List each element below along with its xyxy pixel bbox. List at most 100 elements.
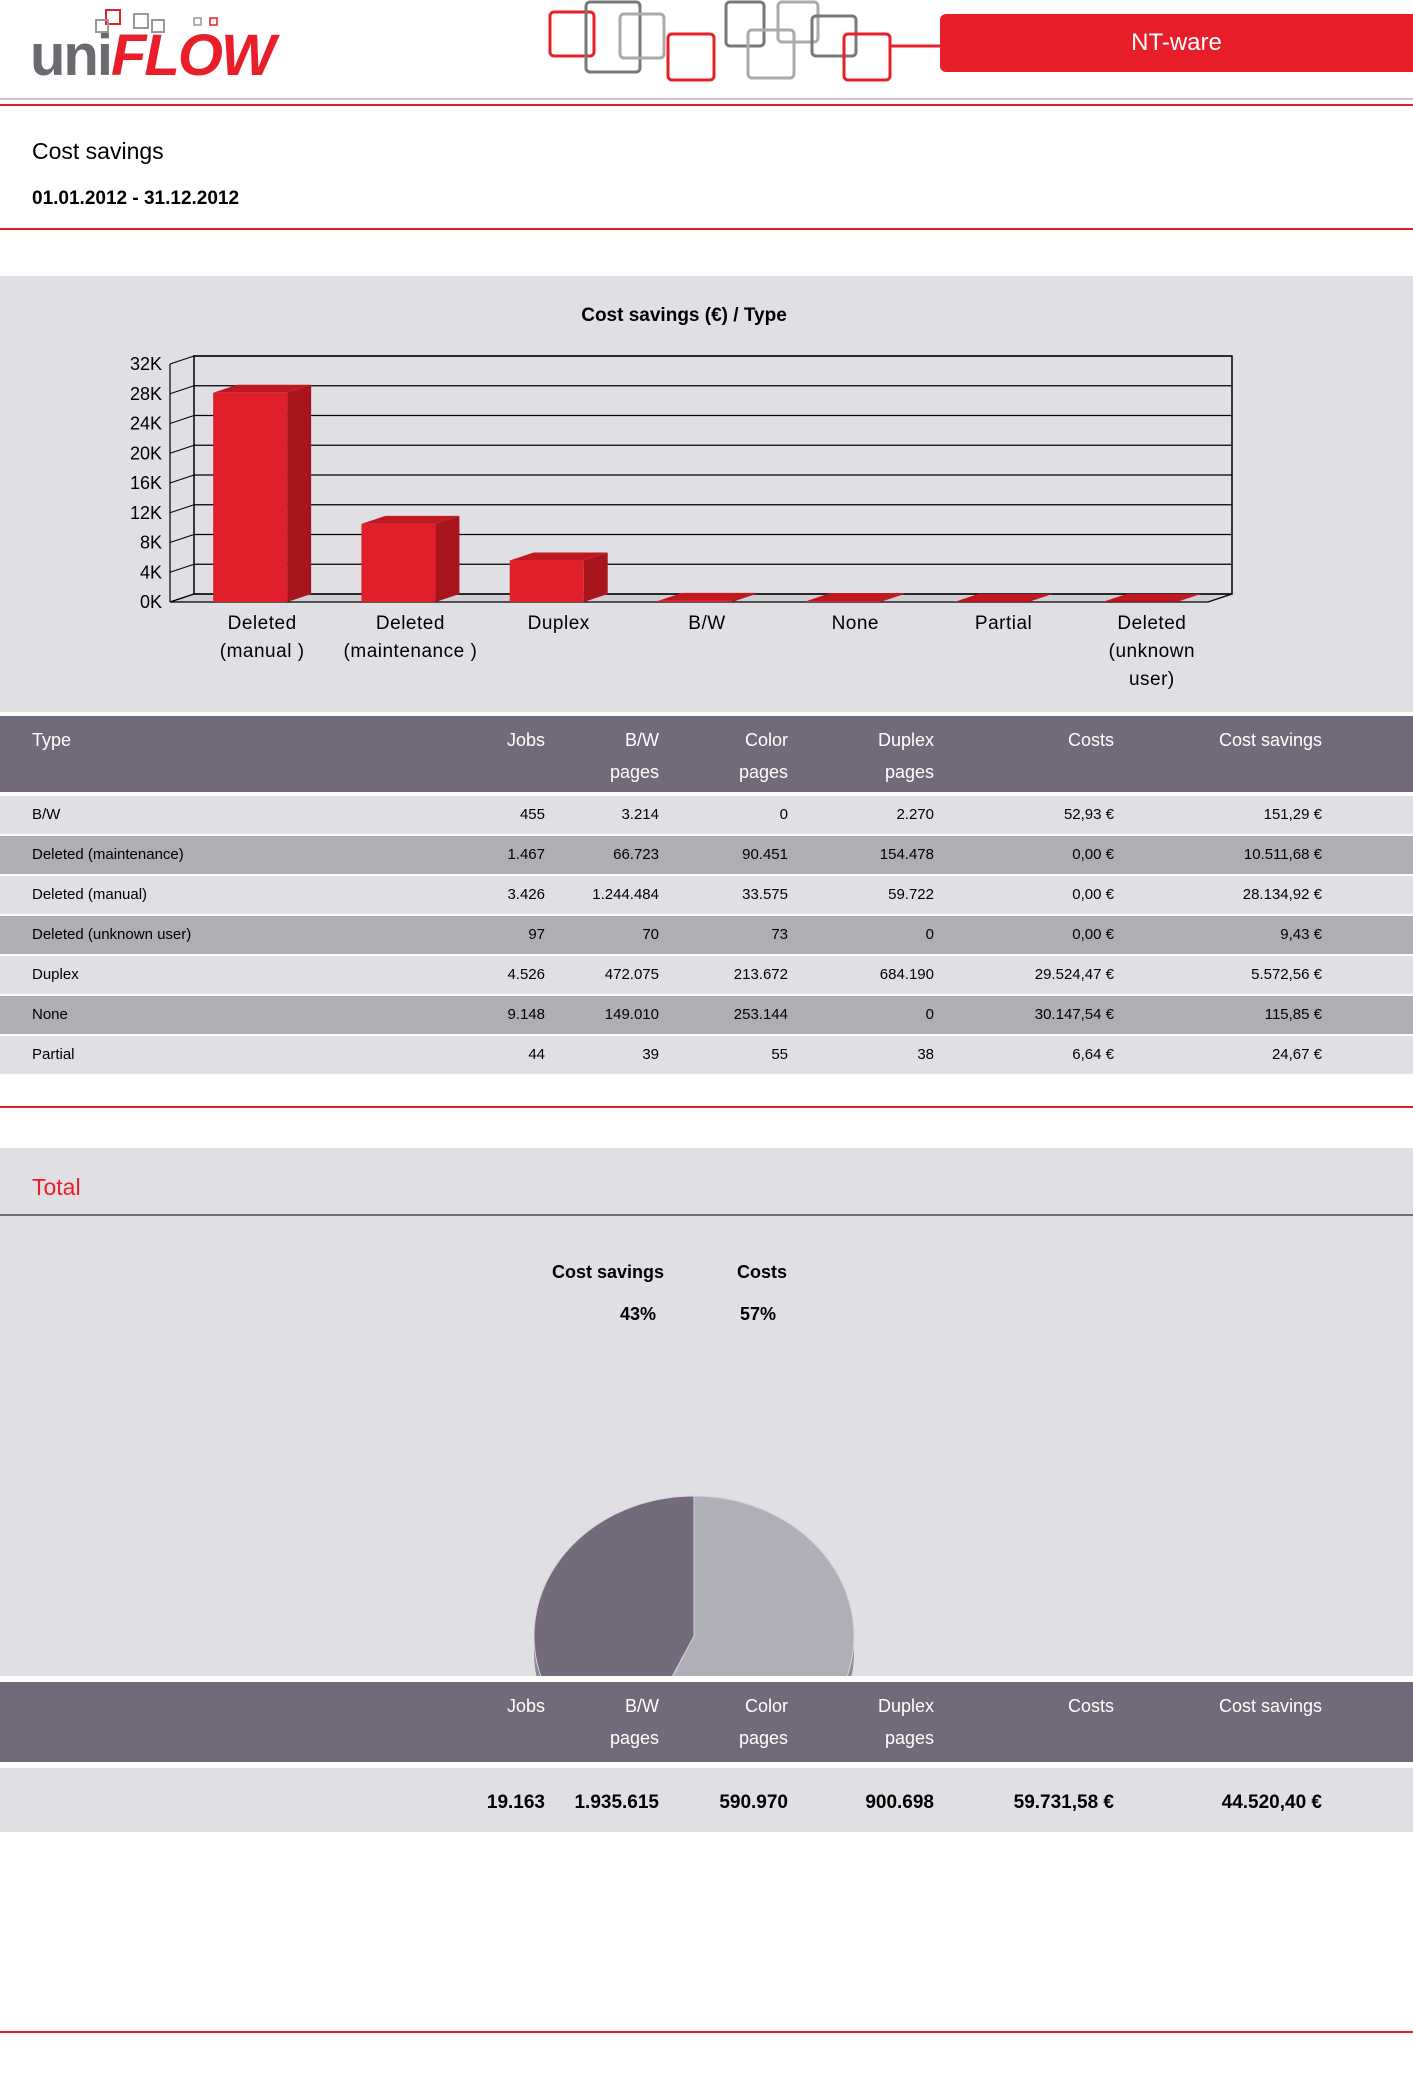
y-tick-label: 8K [140,533,162,553]
cell-type: None [32,1006,68,1023]
table-row: Deleted (unknown user) 97 70 73 0 0,00 € 9,43 … [0,916,1413,954]
bar-side [435,515,460,602]
x-tick-label: Duplex [528,613,590,634]
total-bw: 1.935.615 [574,1792,659,1813]
bar [509,552,608,602]
divider [0,1106,1413,1108]
x-tick-label: (manual ) [220,641,305,662]
pie-value-label: 43% [620,1304,656,1324]
cell-bw: 66.723 [613,846,659,863]
cell-bw: 3.214 [621,806,659,823]
cell-costs: 0,00 € [1072,846,1114,863]
total-jobs: 19.163 [486,1792,545,1813]
col-color: Color [744,730,788,750]
divider [0,1214,1413,1216]
gridline-depth [169,415,195,424]
cell-duplex: 2.270 [896,806,934,823]
col-color-sub: pages [738,762,788,782]
bar-top [658,592,756,601]
x-tick-label: user) [1129,669,1175,690]
total-savings: 44.520,40 € [1221,1792,1322,1813]
divider [0,2031,1413,2033]
pie-slice [671,1495,855,1676]
cell-color: 213.672 [733,966,788,983]
table-row: Partial 44 39 55 38 6,64 € 24,67 € [0,1036,1413,1074]
cell-bw: 70 [642,926,659,943]
col-type: Type [32,730,72,750]
cell-color: 253.144 [733,1006,788,1023]
bar-chart: Cost savings (€) / Type 0K 4K 8K 12K 16K 20K 24… [130,305,1233,690]
cell-jobs: 4.526 [507,966,545,983]
col-costs: Costs [1067,730,1114,750]
uniflow-logo: uniFLOW [30,23,276,88]
cell-color: 73 [771,926,788,943]
y-tick-label: 32K [130,354,162,374]
cell-duplex: 0 [925,1006,934,1023]
bar-side [1176,593,1201,602]
cell-jobs: 1.467 [507,846,545,863]
cell-duplex: 0 [925,926,934,943]
bar [361,515,460,602]
total-panel: Cost savings 43% Costs 57% [0,1148,1413,1676]
total-header: Jobs B/W pages Color pages Duplex pages … [0,1682,1413,1762]
cell-type: Partial [32,1046,75,1063]
gridline-depth [169,385,195,395]
gridline-depth [169,534,195,543]
bar-top [806,593,905,602]
gridline-depth [169,474,195,484]
bar-top [213,384,312,393]
table-row: B/W 455 3.214 0 2.270 52,93 € 151,29 € [0,796,1413,834]
brand-banner: NT-ware [940,14,1413,72]
header-squares-icon [548,0,940,82]
divider [0,104,1413,106]
total-col-color-sub: pages [738,1728,788,1748]
cell-jobs: 3.426 [507,886,545,903]
cell-savings: 10.511,68 € [1243,846,1322,863]
col-jobs: Jobs [506,730,545,750]
cell-bw: 149.010 [604,1006,659,1023]
divider [0,712,1413,716]
cell-costs: 30.147,54 € [1034,1006,1114,1023]
cell-savings: 28.134,92 € [1242,886,1322,903]
gridline-depth [169,504,195,514]
pie-legend-label: Costs [737,1262,787,1282]
cell-jobs: 455 [519,806,545,823]
bar-top [954,593,1053,602]
cell-duplex: 38 [917,1046,934,1063]
bar [1102,593,1201,602]
table-row: Deleted (manual) 3.426 1.244.484 33.575 59.7… [0,876,1413,914]
cell-type: Duplex [32,966,79,983]
bar-side [880,593,905,602]
cell-color: 0 [779,806,788,823]
bar-side [732,592,756,602]
bar-side [1028,593,1053,602]
cell-color: 90.451 [742,846,788,863]
bar-top [1102,593,1201,602]
cell-duplex: 59.722 [888,886,934,903]
table-row: Duplex 4.526 472.075 213.672 684.190 29.524,4… [0,956,1413,994]
y-tick-label: 16K [130,473,162,493]
divider [0,228,1413,230]
y-tick-label: 0K [140,592,162,612]
bar-front [213,392,288,602]
divider [0,98,1413,100]
total-row: 19.163 1.935.615 590.970 900.698 59.731,… [0,1768,1413,1832]
cell-jobs: 9.148 [507,1006,545,1023]
cell-savings: 115,85 € [1264,1006,1322,1023]
chart-title: Cost savings (€) / Type [581,305,787,326]
cell-costs: 0,00 € [1072,886,1114,903]
total-col-costs: Costs [1067,1696,1114,1716]
cell-type: Deleted (manual) [32,886,148,903]
total-col-savings: Cost savings [1218,1696,1322,1716]
cell-duplex: 154.478 [879,846,934,863]
col-bw-sub: pages [609,762,659,782]
y-tick-label: 12K [130,503,162,523]
pie-slice [533,1495,695,1676]
y-tick-label: 4K [140,562,162,582]
total-color: 590.970 [719,1792,788,1813]
cell-duplex: 684.190 [879,966,934,983]
table-header: Type Jobs B/W pages Color pages Duplex p… [0,716,1413,792]
table-row: Deleted (maintenance) 1.467 66.723 90.451 15… [0,836,1413,874]
gridline-depth [169,593,195,603]
bar-front [509,560,584,602]
